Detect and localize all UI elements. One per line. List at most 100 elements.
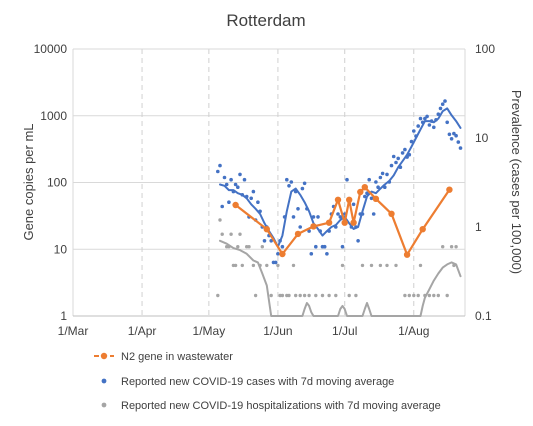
case-point xyxy=(458,146,463,150)
case-point xyxy=(449,137,454,141)
hospitalization-point xyxy=(354,293,358,298)
wastewater-point xyxy=(357,188,364,196)
hospitalization-point xyxy=(247,245,251,249)
case-point xyxy=(374,180,378,184)
case-point xyxy=(418,116,423,121)
case-point xyxy=(307,229,311,233)
case-point xyxy=(276,252,280,256)
legend-swatch-marker xyxy=(101,378,107,384)
case-point xyxy=(273,260,278,265)
wastewater-point-group xyxy=(232,184,453,258)
case-point xyxy=(445,120,450,125)
case-point xyxy=(394,160,398,165)
case-point xyxy=(325,252,329,256)
case-point xyxy=(236,185,240,189)
y2-axis-label: Prevalence (cases per 100,000) xyxy=(509,90,524,274)
hospitalization-point xyxy=(276,263,280,268)
case-point xyxy=(432,125,436,130)
case-point xyxy=(314,244,318,249)
case-point xyxy=(224,182,229,187)
plot-frame xyxy=(72,48,466,317)
hospitalization-point xyxy=(233,263,238,268)
hospitalization-point xyxy=(302,293,307,298)
hospitalization-point xyxy=(418,263,423,268)
case-point xyxy=(454,133,458,138)
case-point xyxy=(438,106,443,111)
hospitalization-point xyxy=(265,263,269,268)
case-point xyxy=(300,186,305,191)
y-tick-label: 1000 xyxy=(40,109,67,123)
case-point xyxy=(345,177,349,182)
hospitalization-point xyxy=(220,232,224,236)
case-point xyxy=(436,112,441,116)
hospitalization-point xyxy=(307,293,311,298)
hospitalization-point xyxy=(269,293,273,298)
hospitalization-point xyxy=(294,293,298,298)
series-layer xyxy=(216,99,463,317)
case-point xyxy=(425,114,429,119)
legend-swatch-marker xyxy=(101,402,107,408)
hospitalization-point xyxy=(416,293,420,298)
x-tick-label: 1/Apr xyxy=(128,324,157,338)
hospitalization-point xyxy=(412,293,416,298)
hospitalization-point xyxy=(449,245,454,249)
x-tick-label: 1/Jul xyxy=(332,324,357,338)
y-tick-label: 1 xyxy=(60,309,67,323)
hospitalization-point xyxy=(340,263,345,268)
hospitalization-point xyxy=(378,263,383,268)
hospitalization-point xyxy=(280,293,285,298)
case-point xyxy=(443,99,447,103)
wastewater-point xyxy=(403,251,411,258)
case-point xyxy=(423,116,427,121)
case-point xyxy=(269,239,274,243)
case-point xyxy=(456,140,461,144)
hospitalization-point xyxy=(403,293,407,298)
case-point xyxy=(291,215,296,219)
hospitalization-point xyxy=(334,293,338,298)
y-tick-label: 10000 xyxy=(34,42,68,56)
wastewater-point xyxy=(419,226,426,233)
hospitalization-point xyxy=(445,293,449,298)
y-axis-ticks: 1 10 100 1000 10000 xyxy=(34,42,68,323)
hospitalization-point xyxy=(427,293,432,298)
hospitalization-point xyxy=(436,293,440,298)
case-point xyxy=(380,171,385,176)
y2-tick-label: 1 xyxy=(475,220,482,234)
case-point xyxy=(251,189,256,194)
case-point xyxy=(447,132,452,137)
hospitalization-point xyxy=(298,293,302,298)
case-point xyxy=(298,225,303,229)
hospitalization-point xyxy=(432,293,436,298)
hospitalization-point xyxy=(251,263,256,268)
case-point xyxy=(316,215,320,219)
case-point xyxy=(385,172,389,177)
case-point xyxy=(367,177,372,182)
wastewater-point xyxy=(341,219,348,226)
case-point xyxy=(287,184,291,188)
hospitalization-point xyxy=(314,293,318,298)
wastewater-point xyxy=(346,196,353,203)
hospitalization-point xyxy=(454,245,458,249)
hospitalization-point xyxy=(253,293,258,298)
case-point xyxy=(302,181,307,186)
wastewater-point xyxy=(446,186,453,193)
case-point xyxy=(440,102,445,106)
case-point xyxy=(416,124,421,128)
legend-entry: N2 gene in wastewater xyxy=(121,351,233,363)
x-tick-label: 1/May xyxy=(193,324,226,338)
hospitalization-point xyxy=(320,293,325,298)
hospitalization-avg-line xyxy=(219,239,462,317)
case-point xyxy=(227,200,231,204)
x-axis-ticks: 1/Mar 1/Apr 1/May 1/Jun 1/Jul 1/Aug xyxy=(58,324,430,338)
wastewater-point xyxy=(294,230,302,238)
wastewater-point xyxy=(361,184,368,191)
case-point xyxy=(296,207,300,211)
case-point xyxy=(412,129,416,133)
legend: N2 gene in wastewater Reported new COVID-… xyxy=(94,351,441,412)
case-point xyxy=(242,177,247,182)
case-point xyxy=(216,169,220,174)
case-point xyxy=(322,244,327,249)
hospitalization-point xyxy=(369,263,374,268)
wastewater-point xyxy=(232,201,239,209)
hospitalization-point xyxy=(327,293,331,298)
